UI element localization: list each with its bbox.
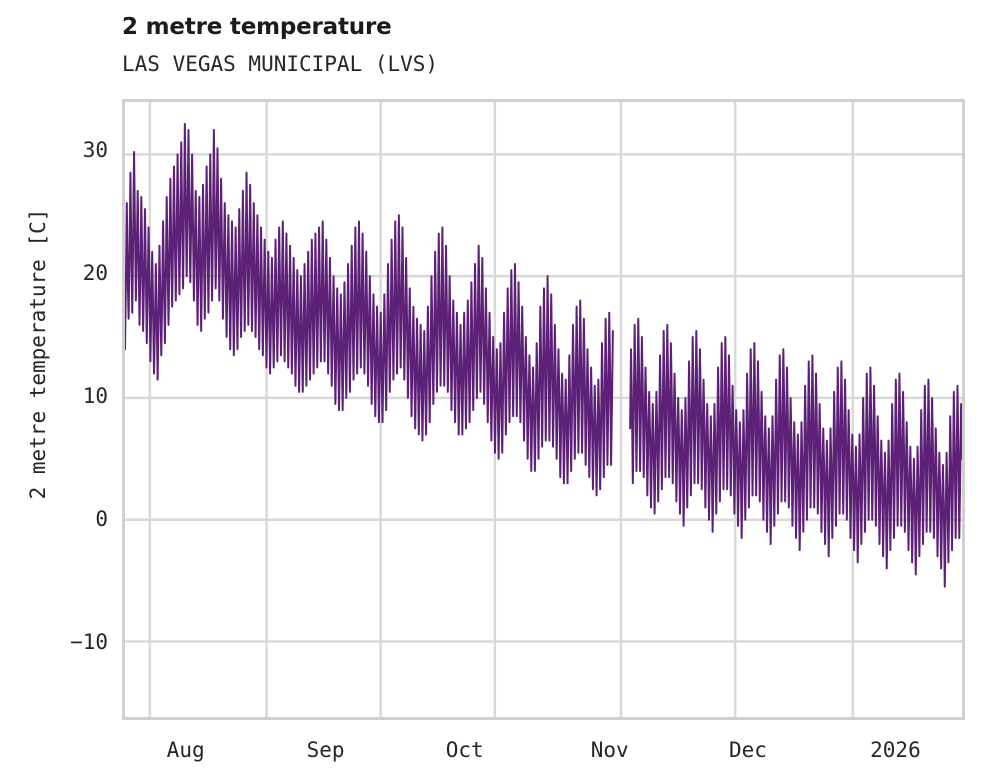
x-tick-label: Sep bbox=[306, 738, 345, 762]
x-tick-label: 2026 bbox=[870, 738, 921, 762]
y-tick-label: 0 bbox=[95, 506, 108, 531]
x-tick-label: Dec bbox=[728, 738, 767, 762]
gridlines bbox=[125, 102, 962, 717]
chart-title: 2 metre temperature bbox=[122, 14, 392, 40]
x-tick-label: Oct bbox=[445, 738, 484, 762]
y-tick-label: 10 bbox=[82, 383, 108, 408]
x-tick-label: Nov bbox=[590, 738, 629, 762]
y-tick-label: 20 bbox=[82, 260, 108, 285]
x-tick-label: Aug bbox=[166, 738, 205, 762]
temperature-series-line bbox=[125, 122, 962, 588]
y-tick-label: 30 bbox=[82, 137, 108, 162]
plot-area bbox=[122, 99, 965, 720]
chart-subtitle: LAS VEGAS MUNICIPAL (LVS) bbox=[122, 52, 439, 76]
y-tick-label: −10 bbox=[70, 629, 108, 654]
